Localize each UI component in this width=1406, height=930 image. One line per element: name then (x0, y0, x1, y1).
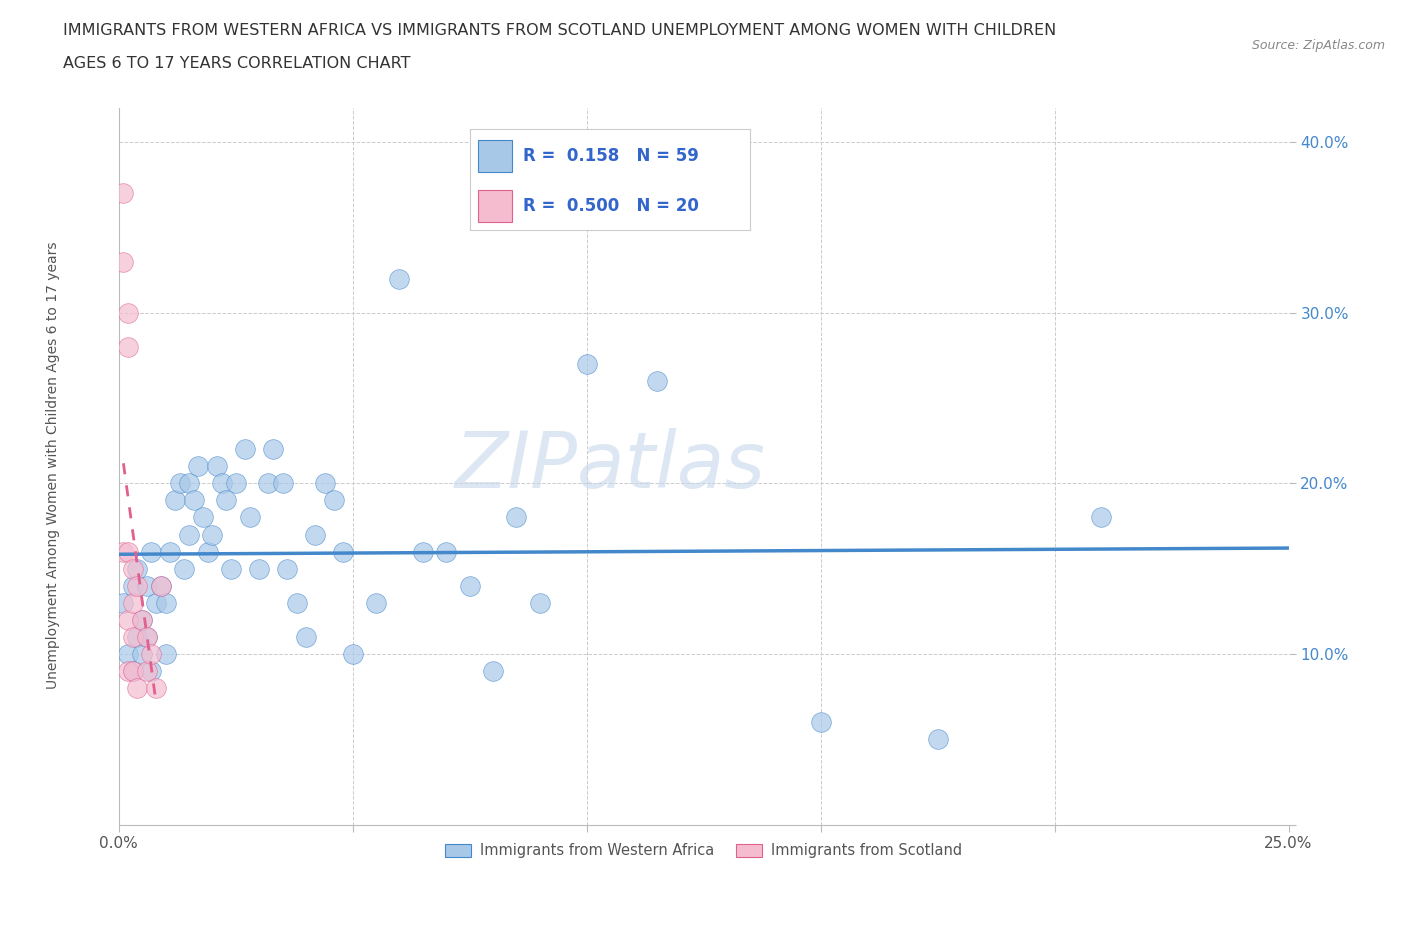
Point (247, 561, 270, 576)
Point (505, 510, 527, 525)
Point (135, 630, 157, 644)
Point (145, 681, 167, 696)
Point (135, 578, 157, 593)
Point (127, 630, 149, 644)
Point (332, 544, 354, 559)
Point (117, 339, 139, 354)
Point (173, 561, 195, 576)
Point (211, 476, 233, 491)
Point (169, 476, 191, 491)
Point (225, 476, 247, 491)
Text: IMMIGRANTS FROM WESTERN AFRICA VS IMMIGRANTS FROM SCOTLAND UNEMPLOYMENT AMONG WO: IMMIGRANTS FROM WESTERN AFRICA VS IMMIGR… (63, 23, 1056, 38)
Point (127, 681, 149, 696)
Point (1090, 510, 1112, 525)
Point (529, 595, 551, 610)
Point (149, 578, 172, 593)
Point (342, 646, 364, 661)
Point (219, 561, 242, 576)
Point (364, 595, 387, 610)
Point (276, 561, 298, 576)
Text: AGES 6 TO 17 YEARS CORRELATION CHART: AGES 6 TO 17 YEARS CORRELATION CHART (63, 56, 411, 71)
Point (112, 186, 135, 201)
Point (112, 595, 135, 610)
Point (121, 578, 143, 593)
Point (412, 544, 434, 559)
Point (149, 578, 172, 593)
Point (117, 646, 139, 661)
Point (121, 595, 143, 610)
Point (239, 510, 262, 525)
Point (482, 664, 505, 679)
Point (117, 664, 139, 679)
Point (205, 458, 228, 473)
Point (314, 476, 336, 491)
Point (201, 527, 224, 542)
Point (927, 732, 949, 747)
Point (141, 646, 163, 661)
Point (121, 664, 143, 679)
Point (323, 493, 346, 508)
Point (127, 561, 149, 576)
Point (155, 646, 177, 661)
Point (131, 613, 153, 628)
Point (145, 595, 167, 610)
Point (155, 595, 177, 610)
Point (233, 442, 256, 457)
Point (112, 254, 135, 269)
Point (117, 305, 139, 320)
Point (141, 664, 163, 679)
Point (197, 544, 219, 559)
Point (121, 561, 143, 576)
Point (131, 646, 153, 661)
Point (121, 664, 143, 679)
Point (262, 442, 284, 457)
Point (127, 578, 149, 593)
Point (131, 613, 153, 628)
Point (458, 578, 481, 593)
Point (388, 272, 411, 286)
Point (575, 356, 598, 371)
Legend: Immigrants from Western Africa, Immigrants from Scotland: Immigrants from Western Africa, Immigran… (439, 837, 969, 864)
Point (187, 458, 209, 473)
Point (177, 527, 200, 542)
Point (285, 595, 308, 610)
Point (135, 630, 157, 644)
Point (117, 613, 139, 628)
Text: ZIPatlas: ZIPatlas (454, 429, 765, 504)
Point (304, 527, 326, 542)
Point (163, 493, 186, 508)
Point (257, 476, 280, 491)
Point (159, 544, 181, 559)
Point (183, 493, 205, 508)
Point (121, 630, 143, 644)
Point (810, 715, 832, 730)
Point (177, 476, 200, 491)
Point (117, 544, 139, 559)
Point (645, 374, 668, 389)
Point (141, 544, 163, 559)
Point (135, 664, 157, 679)
Point (215, 493, 238, 508)
Point (112, 544, 135, 559)
Point (434, 544, 457, 559)
Point (271, 476, 294, 491)
Text: Source: ZipAtlas.com: Source: ZipAtlas.com (1251, 39, 1385, 52)
Text: Unemployment Among Women with Children Ages 6 to 17 years: Unemployment Among Women with Children A… (46, 241, 60, 689)
Point (295, 630, 318, 644)
Point (191, 510, 214, 525)
